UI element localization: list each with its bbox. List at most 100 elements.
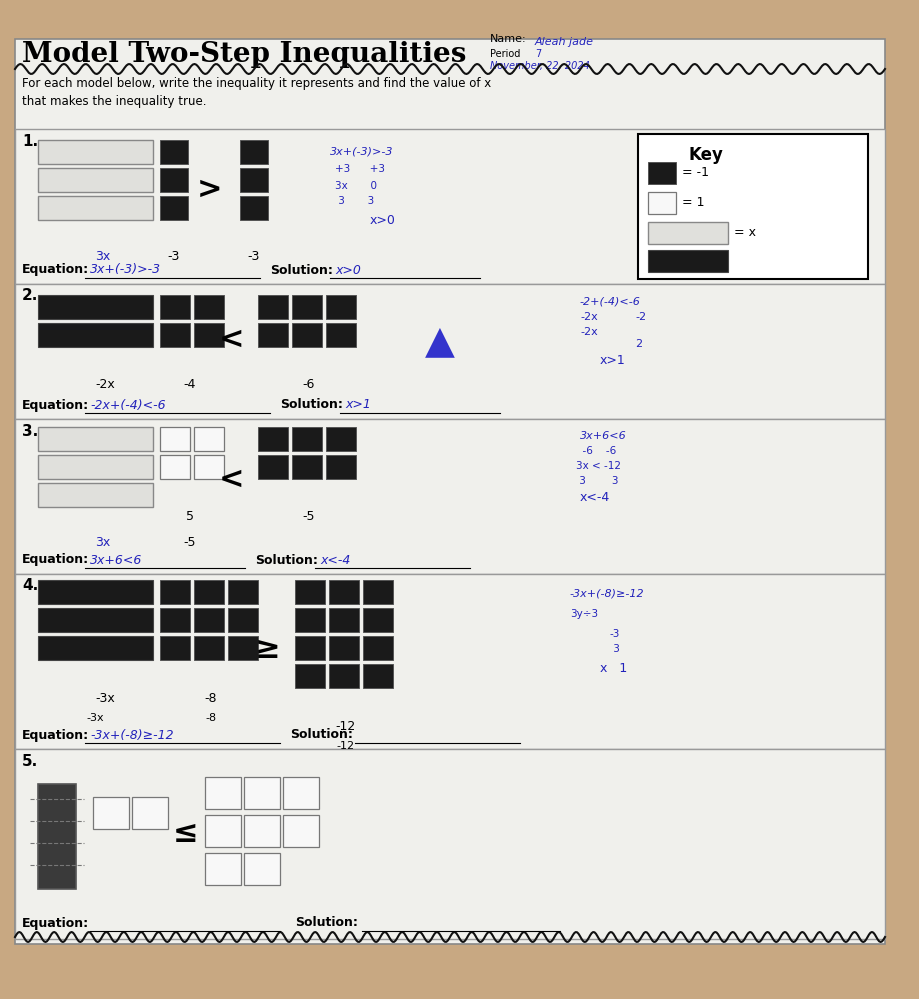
Text: Equation:: Equation: [22,553,89,566]
Text: x>1: x>1 [600,354,626,367]
Bar [38,455,153,479]
Text: 3        3: 3 3 [576,476,618,486]
Bar [648,162,676,184]
Bar [160,196,188,220]
Text: Equation:: Equation: [22,399,89,412]
Bar [93,797,129,829]
Text: -2x+(-4)<-6: -2x+(-4)<-6 [90,399,165,412]
Bar [258,323,288,347]
Text: -2x: -2x [580,312,597,322]
Bar [194,295,224,319]
Text: 3x       0: 3x 0 [335,181,377,191]
Text: Solution:: Solution: [270,264,333,277]
Text: -6: -6 [303,379,315,392]
Text: -2+(-4)<-6: -2+(-4)<-6 [580,296,641,306]
Bar [160,608,190,632]
Bar [295,636,325,660]
Bar [15,419,885,574]
Bar [38,427,153,451]
Text: -12: -12 [337,741,355,751]
Bar [132,797,168,829]
Bar [244,853,280,885]
Text: -3x+(-8)≥-12: -3x+(-8)≥-12 [90,728,174,741]
Bar [648,192,676,214]
Text: 4.: 4. [22,578,39,593]
Bar [38,636,153,660]
Bar [258,295,288,319]
Text: Equation:: Equation: [22,916,89,929]
Bar [194,636,224,660]
Text: Name:: Name: [490,34,527,44]
Bar [258,427,288,451]
Text: Solution:: Solution: [295,916,357,929]
Text: Solution:: Solution: [280,399,343,412]
Text: 3x: 3x [95,536,110,549]
Text: 3x: 3x [95,250,110,263]
Text: -12: -12 [335,719,357,732]
Text: Key: Key [688,146,723,164]
Bar [244,815,280,847]
Bar [15,284,885,419]
Bar [326,455,356,479]
Text: -3x: -3x [95,691,115,704]
Text: -8: -8 [205,691,217,704]
Text: 3x+6<6: 3x+6<6 [90,553,142,566]
Bar [292,323,322,347]
Text: x   1: x 1 [600,662,628,675]
Bar [38,580,153,604]
Bar [38,608,153,632]
Bar [205,777,241,809]
Bar [160,295,190,319]
Bar [228,608,258,632]
Bar [329,580,359,604]
Bar [326,295,356,319]
Bar [292,427,322,451]
Bar [194,427,224,451]
Bar [194,580,224,604]
Text: +3      +3: +3 +3 [335,164,385,174]
Text: = -1: = -1 [682,167,709,180]
Bar [160,636,190,660]
Bar [38,483,153,507]
Text: Aleah jade: Aleah jade [535,37,594,47]
Text: 3x+6<6: 3x+6<6 [580,431,627,441]
Bar [240,140,268,164]
Text: ▲: ▲ [425,322,455,360]
Text: Equation:: Equation: [22,728,89,741]
Text: 5.: 5. [22,753,39,768]
Bar [15,749,885,939]
Text: For each model below, write the inequality it represents and find the value of x: For each model below, write the inequali… [22,77,492,108]
Text: <: < [220,465,244,494]
Text: 2.: 2. [22,289,39,304]
Bar [326,427,356,451]
Bar [205,815,241,847]
Text: -6    -6: -6 -6 [576,446,617,456]
Text: Model Two-Step Inequalities: Model Two-Step Inequalities [22,41,466,68]
Bar [38,140,153,164]
Text: >: > [198,175,222,204]
Bar [160,427,190,451]
Text: November, 22, 2024: November, 22, 2024 [490,61,590,71]
Text: -5: -5 [302,510,315,523]
Bar [38,323,153,347]
Text: ≤: ≤ [172,819,198,848]
Text: -2x: -2x [95,379,115,392]
Bar [363,664,393,688]
Bar [292,295,322,319]
Text: -4: -4 [184,379,196,392]
Bar [160,323,190,347]
Bar [160,140,188,164]
Bar [15,574,885,749]
Bar [160,455,190,479]
Text: Equation:: Equation: [22,264,89,277]
Bar [295,664,325,688]
Bar [38,295,153,319]
Text: 1.: 1. [22,134,38,149]
Bar [648,222,728,244]
Text: = x: = x [734,227,756,240]
Bar [205,853,241,885]
Text: -3: -3 [610,629,620,639]
Bar [38,168,153,192]
Text: x>0: x>0 [335,264,361,277]
Text: 7: 7 [535,49,541,59]
